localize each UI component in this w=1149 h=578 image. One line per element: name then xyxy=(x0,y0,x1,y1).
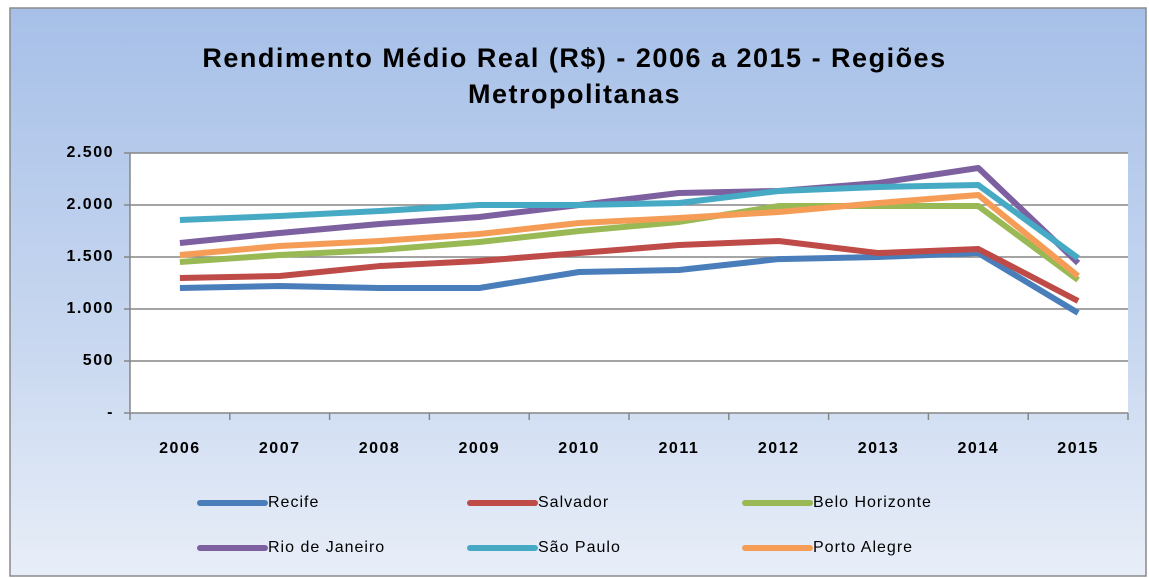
x-tick-label: 2014 xyxy=(958,440,1000,457)
legend-label: Recife xyxy=(268,494,319,511)
x-tick-label: 2009 xyxy=(459,440,501,457)
legend-label: Belo Horizonte xyxy=(813,494,932,511)
plot-area xyxy=(130,153,1128,413)
y-tick-label: 1.500 xyxy=(66,248,114,265)
x-tick-label: 2008 xyxy=(359,440,401,457)
series-line xyxy=(179,237,1080,304)
series-line xyxy=(179,164,1081,266)
x-tick-label: 2015 xyxy=(1057,440,1099,457)
chart-title: Rendimento Médio Real (R$) - 2006 a 2015… xyxy=(202,43,947,109)
x-tick-label: 2012 xyxy=(758,440,800,457)
series-line xyxy=(179,250,1080,316)
series-line xyxy=(179,182,1080,261)
legend-label: Rio de Janeiro xyxy=(268,539,385,556)
y-tick-label: - xyxy=(107,404,114,421)
x-tick-label: 2010 xyxy=(558,440,600,457)
series-line xyxy=(179,203,1080,283)
x-tick-label: 2011 xyxy=(659,440,700,457)
legend-label: Salvador xyxy=(538,494,609,511)
series-line xyxy=(179,192,1080,279)
x-tick-label: 2007 xyxy=(259,440,301,457)
x-tick-label: 2006 xyxy=(159,440,201,457)
y-tick-label: 2.000 xyxy=(66,196,114,213)
y-tick-label: 500 xyxy=(83,352,114,369)
legend-label: São Paulo xyxy=(538,539,621,556)
y-tick-label: 1.000 xyxy=(66,300,114,317)
x-tick-label: 2013 xyxy=(858,440,900,457)
legend-label: Porto Alegre xyxy=(813,539,913,556)
y-tick-label: 2.500 xyxy=(66,144,114,161)
